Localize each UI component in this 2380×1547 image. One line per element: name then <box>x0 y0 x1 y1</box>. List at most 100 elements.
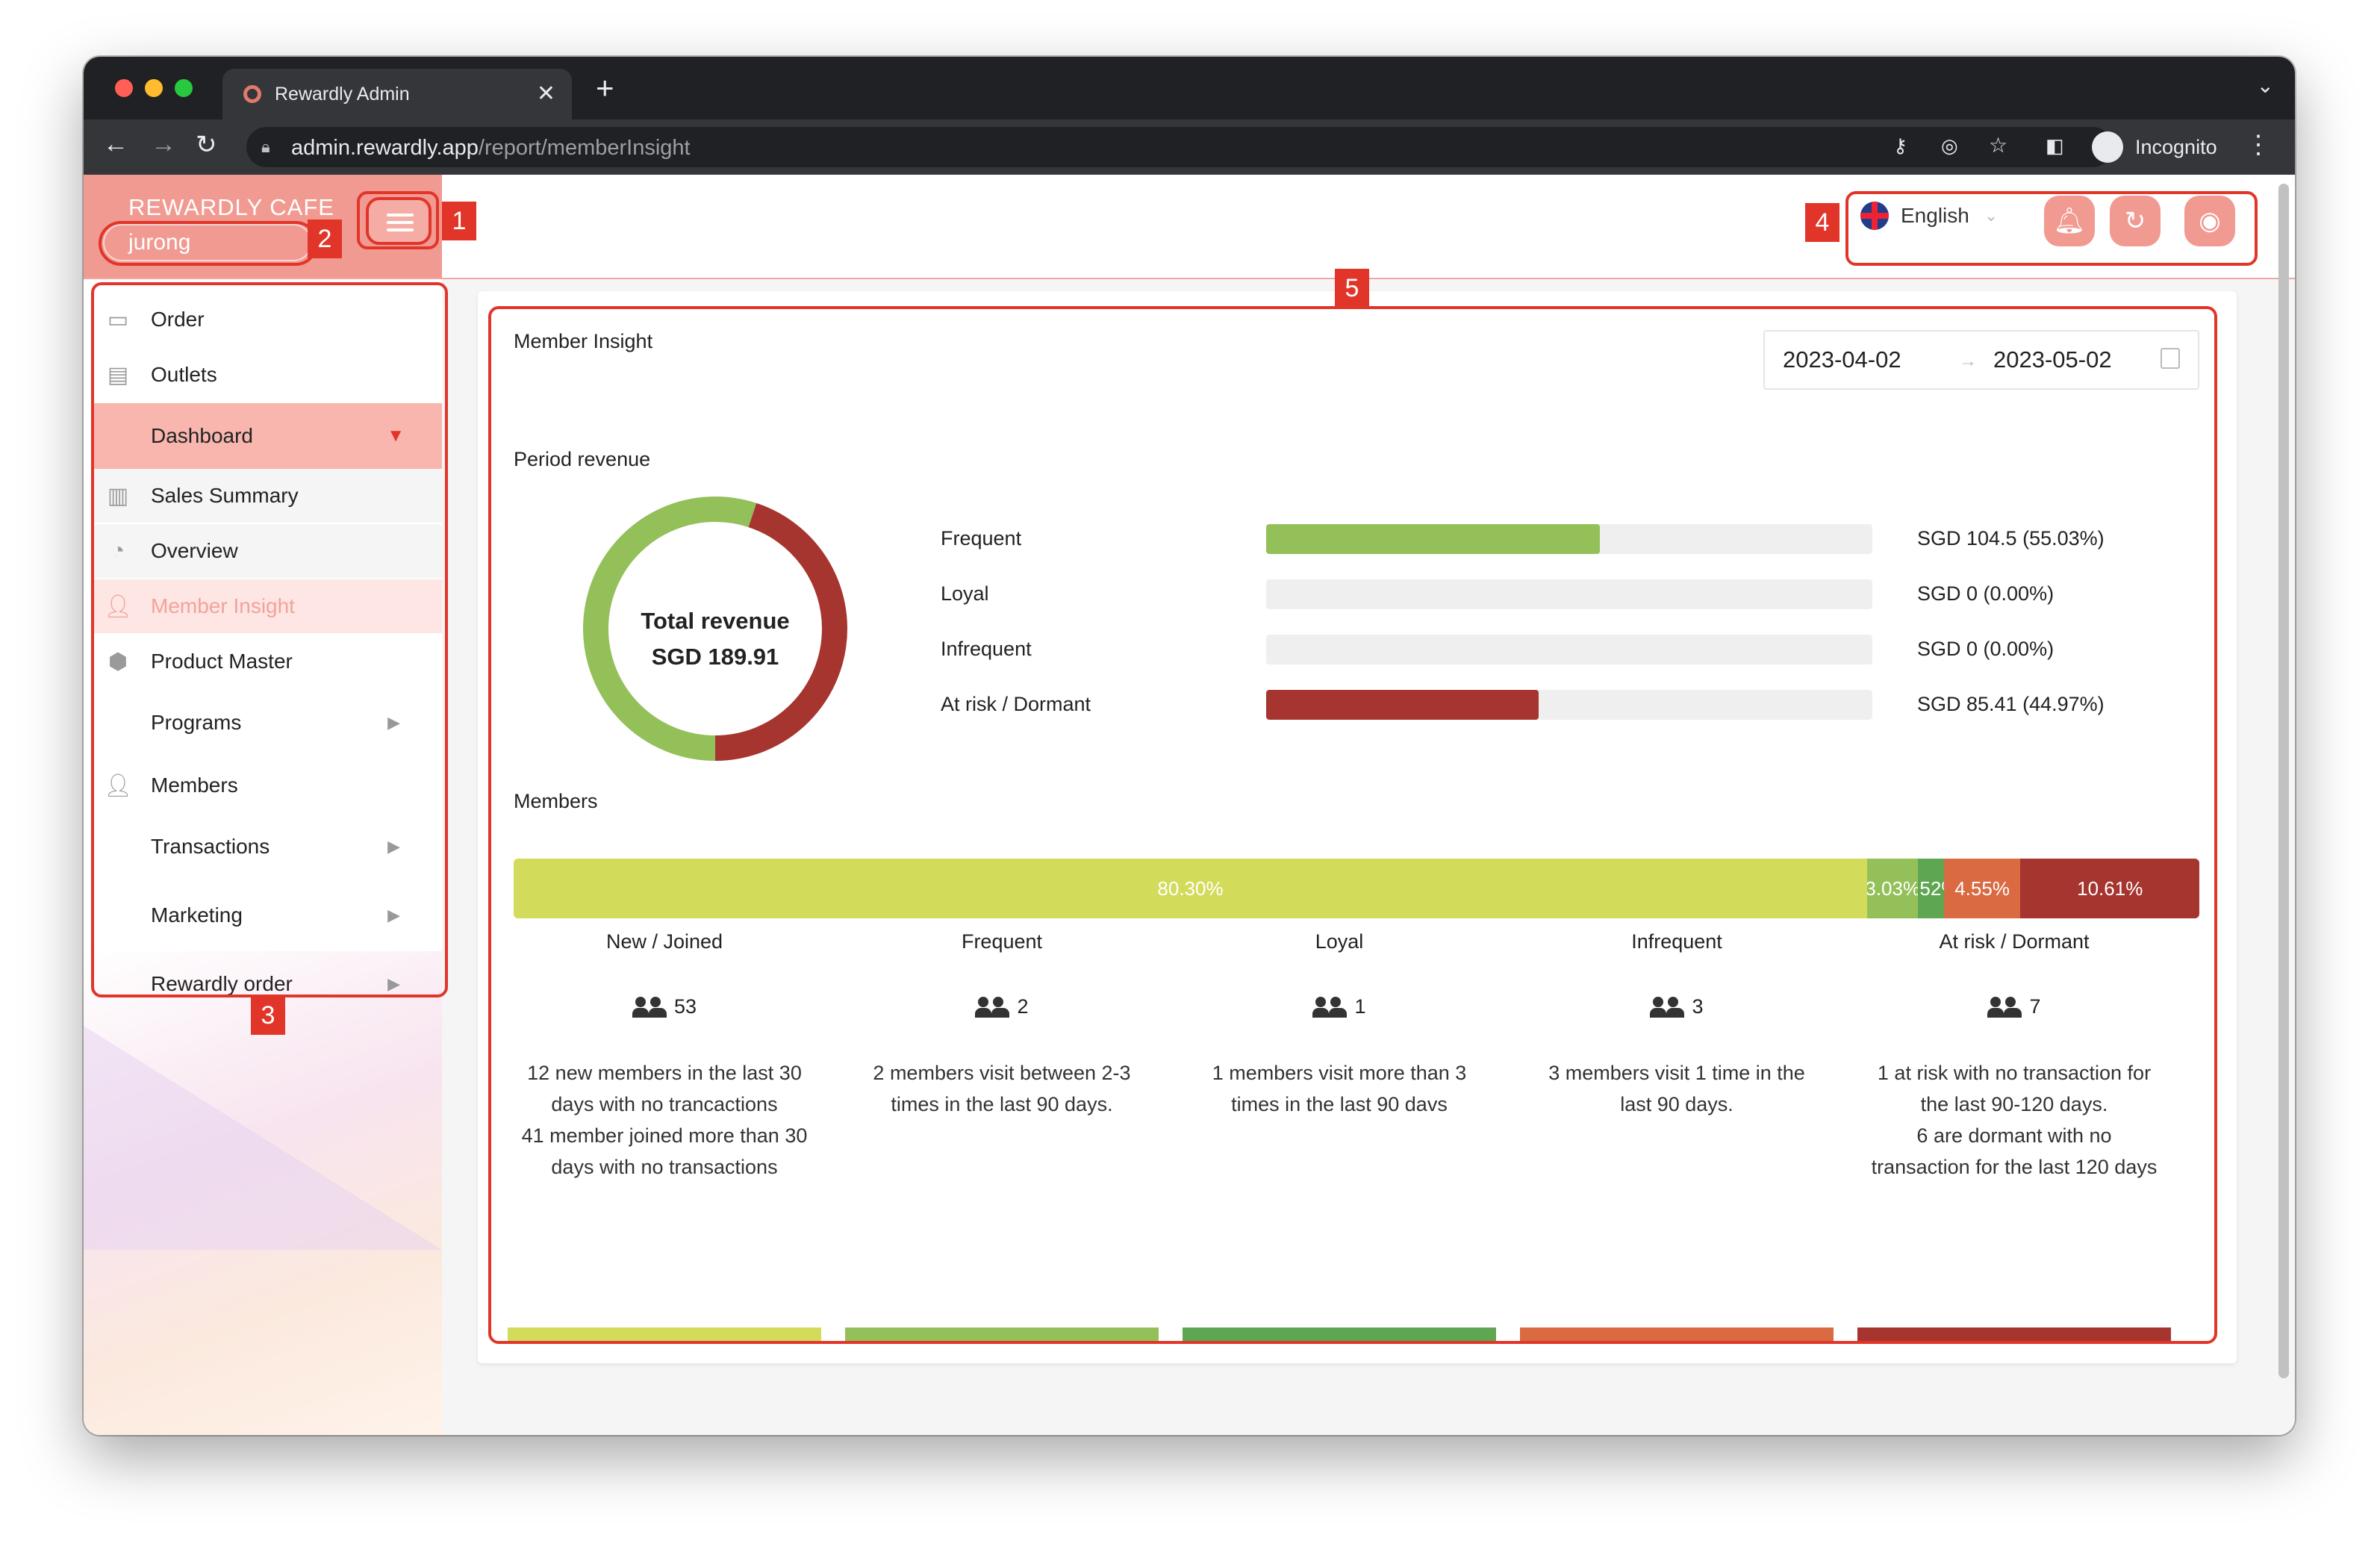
revenue-label: Loyal <box>941 582 989 605</box>
segment-color-strip <box>1857 1327 2171 1341</box>
segment-description-line: days with no transactions <box>551 1156 778 1178</box>
new-tab-icon[interactable]: + <box>596 70 614 105</box>
sidebar-item-sales-summary[interactable]: ▥ Sales Summary <box>93 469 442 523</box>
reload-icon[interactable]: ↻ <box>196 131 217 159</box>
key-icon[interactable]: ⚷ <box>1893 134 1908 157</box>
browser-window: Rewardly Admin ✕ + ⌄ ← → ↻ 🔒︎ admin.rewa… <box>84 57 2295 1435</box>
eye-off-icon[interactable]: ◎ <box>1941 134 1958 157</box>
sidebar-item-dashboard[interactable]: Dashboard ▼ <box>93 403 442 469</box>
notification-button[interactable]: 🔔︎ <box>2044 196 2095 246</box>
menu-toggle-button[interactable] <box>366 197 432 245</box>
pie-chart-icon: ◔ <box>110 538 125 563</box>
revenue-row: Infrequent SGD 0 (0.00%) <box>941 635 2210 664</box>
arrow-right-icon: → <box>1959 351 1977 371</box>
close-tab-icon[interactable]: ✕ <box>536 81 555 106</box>
profile-button[interactable]: ◉ <box>2184 196 2235 246</box>
segment-color-strip <box>508 1327 821 1341</box>
caret-right-icon: ▶ <box>387 906 400 924</box>
revenue-value: SGD 85.41 (44.97%) <box>1917 693 2105 715</box>
revenue-label: At risk / Dormant <box>941 693 1091 715</box>
address-bar[interactable]: 🔒︎ admin.rewardly.app/report/memberInsig… <box>246 127 2113 167</box>
user-icon: ◉ <box>2199 207 2221 235</box>
total-revenue-value: SGD 189.91 <box>651 644 779 670</box>
date-range-picker[interactable]: 2023-04-02 → 2023-05-02 <box>1763 330 2199 390</box>
donut-center-text: Total revenue SGD 189.91 <box>581 603 850 675</box>
segment-description: 1 members visit more than 3 times in the … <box>1171 1057 1508 1120</box>
donut-slice <box>583 497 847 761</box>
calendar-icon[interactable] <box>2161 348 2180 369</box>
incognito-label: Incognito <box>2135 135 2217 158</box>
url-path: /report/memberInsight <box>478 136 691 160</box>
refresh-button[interactable]: ↻ <box>2110 196 2161 246</box>
date-to[interactable]: 2023-05-02 <box>1993 346 2112 373</box>
forward-icon[interactable]: → <box>151 130 176 158</box>
segment-column: Loyal 1 1 members visit more than 3 times i… <box>1171 930 1508 1120</box>
segment-description-line: 2 members visit between 2-3 <box>873 1062 1131 1084</box>
sidebar-item-label: Dashboard <box>151 424 253 447</box>
segment-description-line: transaction for the last 120 days <box>1871 1156 2158 1178</box>
minimize-window-button[interactable] <box>145 79 163 97</box>
segment-title: New / Joined <box>605 930 723 953</box>
tab-search-icon[interactable]: ⌄ <box>2256 74 2274 97</box>
annotation-label-1: 1 <box>442 202 476 240</box>
outlet-selector[interactable]: jurong <box>103 224 312 261</box>
people-icon <box>1312 996 1348 1018</box>
maximize-window-button[interactable] <box>175 79 193 97</box>
brand-name: REWARDLY CAFE <box>128 194 334 220</box>
sidebar-item-label: Sales Summary <box>151 484 299 507</box>
sidebar-item-rewardly-order[interactable]: Rewardly order ▶ <box>93 957 442 1011</box>
star-icon[interactable]: ☆ <box>1989 134 2008 157</box>
annotation-label-3: 3 <box>251 996 285 1035</box>
url-text: admin.rewardly.app/report/memberInsight <box>291 136 691 161</box>
page-scrollbar[interactable] <box>2278 184 2289 1378</box>
hamburger-icon-line <box>387 221 414 224</box>
browser-tabbar: Rewardly Admin ✕ + ⌄ <box>84 57 2295 119</box>
language-selector[interactable]: English ⌄ <box>1860 202 1998 230</box>
revenue-value: SGD 104.5 (55.03%) <box>1917 527 2105 550</box>
members-bar-segment: 80.30% <box>514 859 1868 918</box>
hamburger-icon-line <box>387 228 414 231</box>
back-icon[interactable]: ← <box>103 130 128 158</box>
segment-description-line: 12 new members in the last 30 <box>527 1062 802 1084</box>
sidebar-item-member-insight[interactable]: 👤︎ Member Insight <box>93 579 442 633</box>
side-panel-icon[interactable]: ◧ <box>2046 134 2064 157</box>
segment-title: At risk / Dormant <box>1939 930 2090 953</box>
sidebar-item-label: Outlets <box>151 363 217 386</box>
browser-tab[interactable]: Rewardly Admin ✕ <box>222 69 572 119</box>
people-icon <box>1987 996 2022 1018</box>
header-divider <box>84 278 2295 279</box>
browser-menu-icon[interactable]: ⋮ <box>2246 131 2271 159</box>
sidebar-item-outlets[interactable]: ▤ Outlets <box>93 348 442 402</box>
chevron-down-icon: ⌄ <box>1984 206 1999 225</box>
sidebar-item-product-master[interactable]: ⬢ Product Master <box>93 635 442 688</box>
lock-icon: 🔒︎ <box>261 137 270 156</box>
card-title: Member Insight <box>514 330 653 352</box>
sidebar-item-label: Members <box>151 774 238 797</box>
close-window-button[interactable] <box>115 79 133 97</box>
sidebar-item-programs[interactable]: Programs ▶ <box>93 696 442 750</box>
segment-description-line: times in the last 90 days. <box>891 1093 1113 1115</box>
annotation-label-4: 4 <box>1805 203 1839 242</box>
incognito-profile[interactable]: Incognito <box>2092 127 2217 167</box>
sidebar-item-marketing[interactable]: Marketing ▶ <box>93 888 442 942</box>
bell-icon: 🔔︎ <box>2053 207 2086 235</box>
revenue-bar-track <box>1266 579 1872 609</box>
member-insight-card: Member Insight 2023-04-02 → 2023-05-02 P… <box>478 291 2237 1363</box>
sidebar-item-overview[interactable]: ◔ Overview <box>93 524 442 578</box>
segment-description: 12 new members in the last 30 days with n… <box>496 1057 833 1183</box>
annotation-label-2: 2 <box>308 220 342 258</box>
bar-chart-icon: ▥ <box>107 483 129 508</box>
sidebar-decoration-shape <box>84 1026 442 1250</box>
caret-right-icon: ▶ <box>387 974 400 993</box>
sidebar-item-label: Order <box>151 308 205 331</box>
sidebar-item-order[interactable]: ▭ Order <box>93 293 442 346</box>
date-from[interactable]: 2023-04-02 <box>1783 346 1901 373</box>
caret-right-icon: ▶ <box>387 837 400 856</box>
main-content: Member Insight 2023-04-02 → 2023-05-02 P… <box>442 279 2295 1435</box>
sidebar-item-label: Product Master <box>151 650 293 673</box>
segment-description-line: the last 90-120 days. <box>1920 1093 2108 1115</box>
members-bar-segment: 1.52% <box>1918 859 1944 918</box>
sidebar-item-transactions[interactable]: Transactions ▶ <box>93 820 442 874</box>
sidebar-item-members[interactable]: 👤︎ Members <box>93 759 442 812</box>
members-bar-segment: 10.61% <box>2020 859 2199 918</box>
